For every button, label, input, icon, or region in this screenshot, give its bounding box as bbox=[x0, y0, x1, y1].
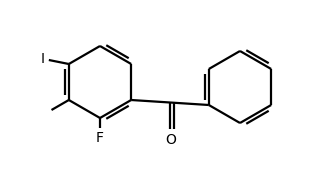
Text: O: O bbox=[166, 132, 176, 146]
Text: F: F bbox=[96, 131, 104, 145]
Text: I: I bbox=[41, 52, 45, 66]
